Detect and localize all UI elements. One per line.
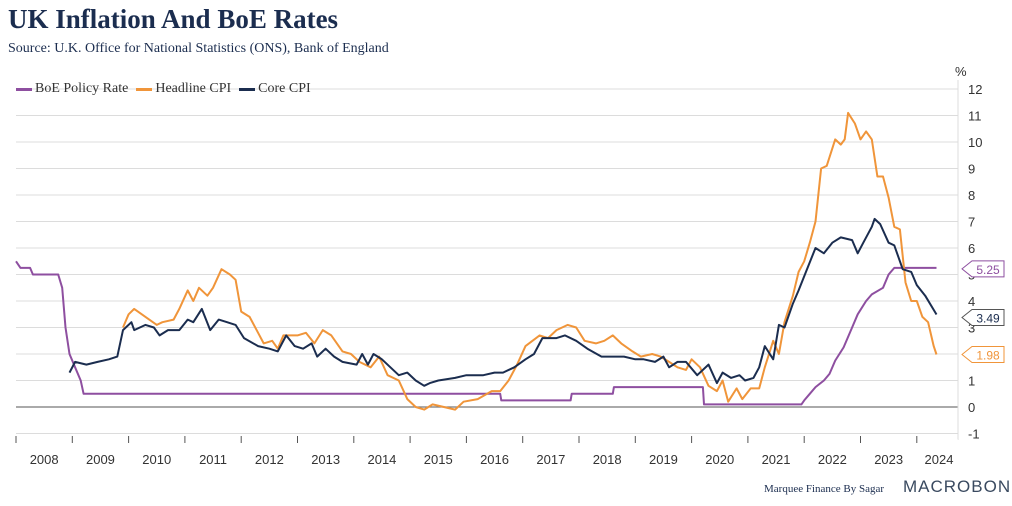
series-line-core-cpi [68,217,938,387]
legend-label: Core CPI [258,81,311,96]
x-tick-label: 2016 [480,452,509,467]
x-tick-label: 2023 [874,452,903,467]
legend-label: BoE Policy Rate [35,81,129,96]
y-tick-label: 1 [968,374,975,389]
y-tick-label: 8 [968,188,975,203]
series-line-boe-policy-rate [15,260,937,406]
legend-item-boe: BoE Policy Rate [16,81,128,97]
callout-box [961,309,1005,327]
legend-swatch [136,87,153,91]
y-tick-label: 10 [968,135,982,150]
legend-swatch [16,87,32,91]
x-tick-label: 2013 [311,452,340,467]
x-tick-label: 2022 [818,452,847,467]
legend: BoE Policy Rate Headline CPI Core CPI [16,81,311,97]
y-axis-unit: % [955,64,967,79]
y-tick-label: 6 [968,241,975,256]
y-tick-label: 11 [968,109,982,124]
series-line-headline-cpi [122,111,938,411]
legend-item-headline: Headline CPI [136,81,231,97]
callout-value: 5.25 [976,263,1000,277]
x-tick-label: 2019 [649,452,678,467]
last-value-callout-boe-policy-rate: 5.25 [961,260,1005,278]
callout-box [961,260,1005,278]
x-tick-label: 2015 [424,452,453,467]
last-value-callout-headline-cpi: 1.98 [961,346,1005,364]
x-tick-label: 2024 [925,452,954,467]
callout-box [961,346,1005,364]
x-tick-label: 2011 [199,452,227,467]
last-value-callout-core-cpi: 3.49 [961,309,1005,327]
x-tick-label: 2010 [142,452,171,467]
macrobond-logo: MACROBOND [903,477,1012,496]
y-tick-label: 4 [968,294,975,309]
callout-value: 1.98 [976,349,1000,363]
x-tick-label: 2014 [367,452,396,467]
x-tick-label: 2018 [593,452,622,467]
y-tick-label: 7 [968,215,975,230]
x-tick-label: 2008 [30,452,59,467]
y-tick-label: 9 [968,162,975,177]
y-tick-label: 0 [968,400,975,415]
credit-text: Marquee Finance By Sagar [764,483,885,495]
legend-label: Headline CPI [155,81,232,96]
callout-value: 3.49 [976,312,1000,326]
legend-item-core: Core CPI [239,81,311,97]
y-tick-label: -1 [968,427,980,442]
x-tick-label: 2009 [86,452,115,467]
page-title: UK Inflation And BoE Rates [8,4,339,34]
y-tick-label: 12 [968,82,982,97]
x-tick-label: 2012 [255,452,284,467]
legend-swatch [239,87,256,91]
x-tick-label: 2021 [762,452,791,467]
y-tick-label: 3 [968,321,975,336]
x-tick-label: 2017 [536,452,565,467]
x-tick-label: 2020 [705,452,734,467]
source-subtitle: Source: U.K. Office for National Statist… [8,41,389,56]
